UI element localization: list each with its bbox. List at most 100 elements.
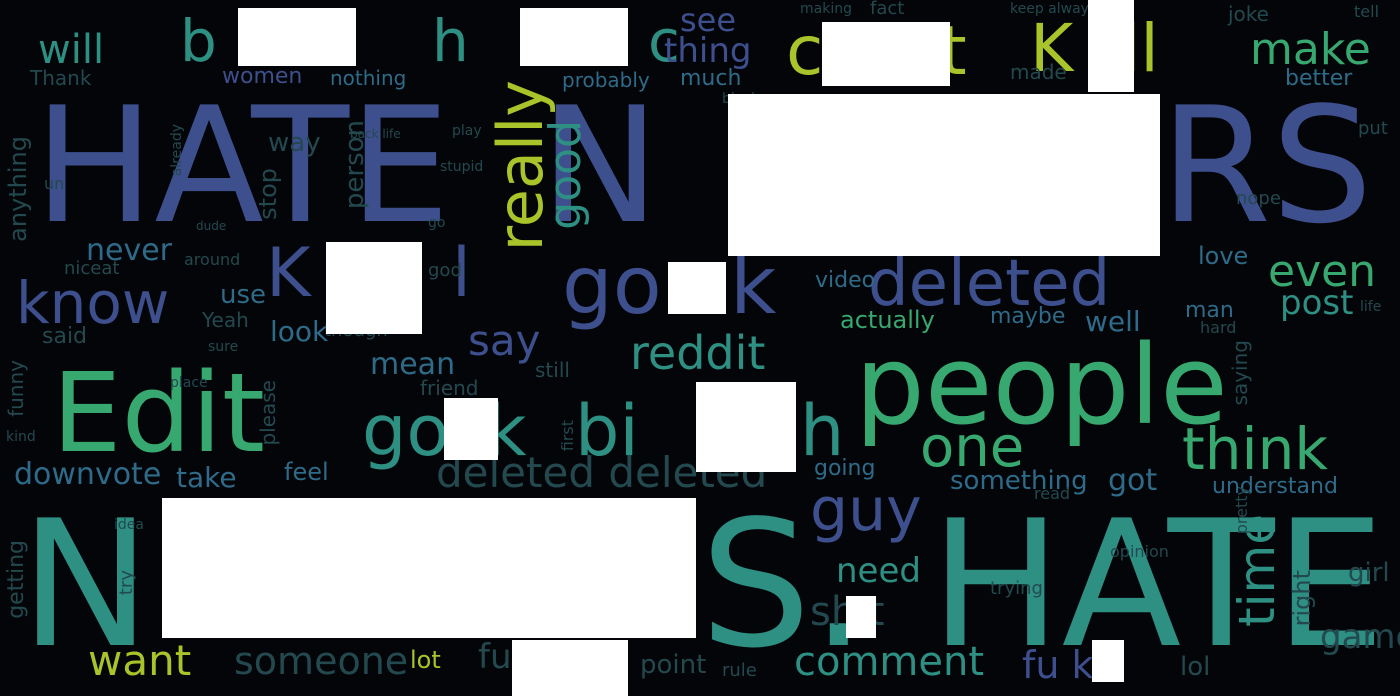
word-put: put (1358, 118, 1388, 139)
word-post: post (1280, 283, 1354, 323)
word-something: something (950, 466, 1088, 496)
word-understand: understand (1212, 474, 1338, 499)
word-video: video (815, 268, 876, 293)
redaction-box (668, 262, 726, 314)
word-thing: thing (664, 31, 752, 71)
word-back: back life (350, 127, 401, 141)
word-good: good (540, 120, 591, 230)
word-hard: hard (1200, 318, 1237, 337)
word-girl: girl (1348, 558, 1390, 588)
word-edit: Edit (52, 349, 266, 477)
redaction-box (1092, 640, 1124, 682)
word-need: need (836, 551, 921, 591)
word-still: still (535, 358, 570, 382)
word-pretty: pretty (1232, 486, 1251, 535)
word-want: want (88, 636, 192, 685)
redaction-box (696, 382, 796, 472)
word-think: think (1182, 415, 1328, 483)
word-hate-top: HATE (34, 72, 451, 259)
word-actually: actually (840, 306, 935, 334)
redaction-box (512, 640, 628, 696)
word-never: never (86, 233, 173, 268)
redaction-box (520, 8, 628, 66)
word-rs-top: RS (1160, 72, 1373, 259)
word-god: god (428, 260, 462, 281)
word-mean: mean (370, 347, 456, 382)
word-women: women (222, 64, 303, 89)
word-go-k-low: go (362, 390, 450, 472)
word-someone: someone (234, 639, 409, 683)
word-n-bottom: N (20, 484, 151, 687)
word-well: well (1085, 305, 1141, 338)
word-c-top: c (648, 7, 680, 75)
word-deleted: deleted (868, 247, 1111, 321)
word-friend: friend (420, 376, 479, 400)
word-around: around (184, 250, 241, 269)
word-keep: keep always (1010, 1, 1097, 17)
word-see: see (680, 1, 737, 39)
redaction-box (162, 498, 696, 638)
word-look: look (270, 315, 329, 348)
word-maybe: maybe (990, 304, 1066, 329)
word-h-low: h (800, 390, 845, 472)
word-one: one (920, 415, 1025, 480)
word-fact: fact (870, 0, 905, 19)
word-h-top: h (432, 7, 469, 75)
word-much: much (680, 66, 742, 91)
word-opinion: opinion (1110, 542, 1169, 561)
redaction-box (822, 22, 950, 86)
word-use: use (220, 280, 267, 310)
redaction-box (444, 398, 498, 460)
redaction-box (1088, 0, 1134, 92)
word-k-kill: K (266, 234, 311, 313)
word-lot: lot (410, 646, 441, 674)
word-k-mid: k (730, 239, 777, 332)
word-please: please (256, 380, 280, 446)
word-love: love (1198, 242, 1249, 270)
word-say: say (468, 316, 541, 365)
word-will: will (38, 27, 105, 73)
word-l-kill: l (452, 234, 471, 313)
redaction-box (238, 8, 356, 66)
word-people: people (855, 321, 1228, 449)
word-lol: lol (1180, 652, 1211, 682)
redaction-box (326, 242, 422, 334)
word-getting: getting (4, 540, 29, 619)
word-bi-low: bi (575, 390, 639, 472)
word-hate-bottom: HATE (930, 484, 1386, 687)
word-fuck: fu k (1022, 643, 1094, 687)
word-read: read (1034, 484, 1071, 503)
word-right: right (1288, 570, 1316, 627)
word-dude: dude (196, 219, 227, 233)
word-take: take (176, 461, 237, 494)
word-b-top: b (180, 7, 217, 75)
redaction-box (846, 596, 876, 638)
word-nothing: nothing (330, 66, 407, 90)
word-stop: stop (254, 168, 282, 220)
word-play: play (452, 123, 482, 139)
word-got: got (1108, 463, 1158, 498)
word-making: making (800, 1, 852, 17)
word-life: life (1360, 299, 1382, 315)
word-know: know (16, 269, 170, 337)
word-make: make (1250, 24, 1371, 75)
word-c-top2: c (786, 12, 824, 91)
word-point: point (640, 650, 707, 680)
word-probably: probably (562, 68, 650, 92)
word-reddit: reddit (630, 326, 766, 380)
word-feel: feel (284, 458, 329, 486)
word-nope: nope (1236, 188, 1281, 209)
word-made: made (1010, 60, 1067, 84)
word-yeah: Yeah (202, 308, 249, 332)
word-anything: anything (4, 136, 32, 242)
word-tell: tell (1354, 2, 1380, 21)
word-k-top: K (1030, 10, 1074, 87)
word-go-k-mid: go (562, 239, 662, 332)
word-man: man (1185, 298, 1234, 323)
word-better: better (1285, 66, 1353, 91)
word-place: place (170, 375, 208, 391)
word-saying: saying (1228, 340, 1252, 406)
word-comment: comment (794, 639, 985, 685)
word-go-small: go (428, 215, 446, 231)
